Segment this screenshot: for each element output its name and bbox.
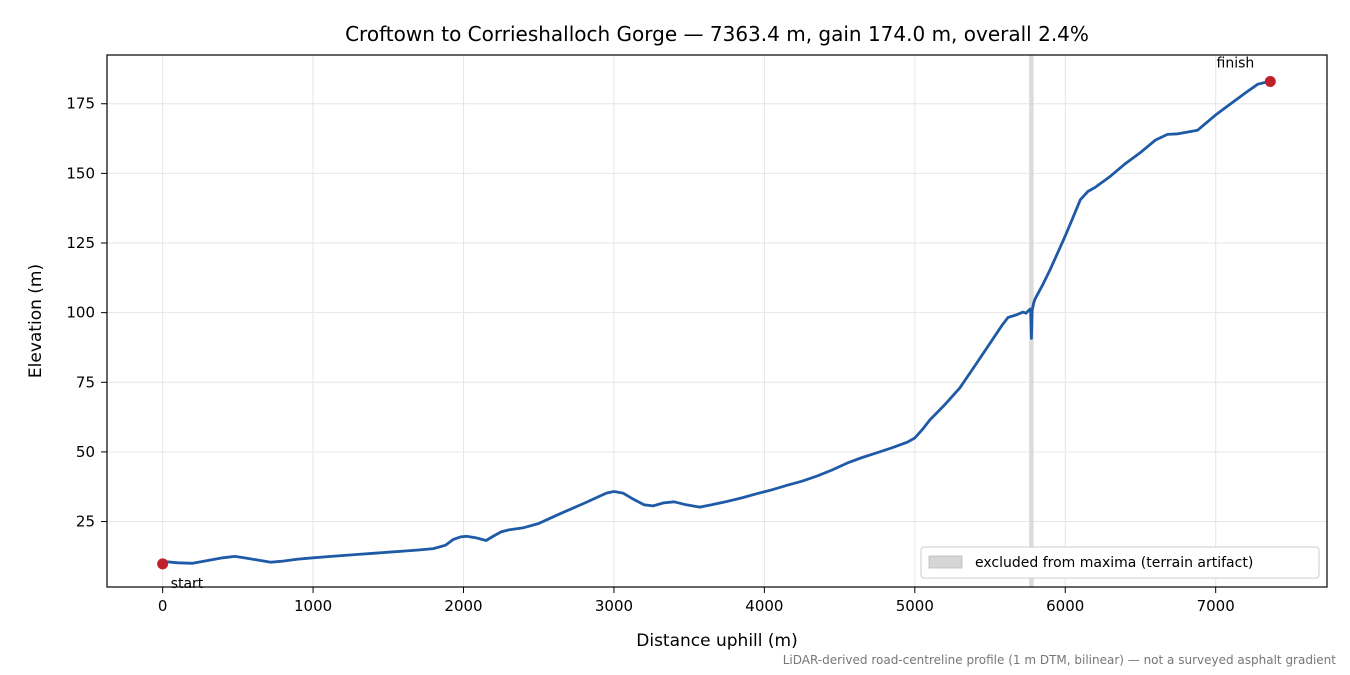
- y-tick-label: 75: [76, 373, 95, 391]
- series-layer: [162, 80, 1271, 565]
- plot-area: [107, 55, 1327, 587]
- x-tick-label: 2000: [444, 597, 482, 615]
- x-tick-label: 1000: [294, 597, 332, 615]
- plot-frame: [106, 54, 1328, 588]
- marker-layer: start finish: [157, 55, 1276, 592]
- plot-background: [107, 55, 1327, 587]
- x-tick-label: 5000: [896, 597, 934, 615]
- legend-entry-label: excluded from maxima (terrain artifact): [975, 555, 1253, 571]
- legend-swatch: [928, 555, 963, 569]
- axes: [106, 54, 1328, 588]
- grid-lines: [107, 55, 1327, 587]
- y-tick-label: 150: [66, 164, 95, 182]
- marker-label-start: start: [171, 576, 204, 592]
- marker-label-finish: finish: [1217, 55, 1255, 71]
- x-tick-label: 0: [158, 597, 168, 615]
- y-tick-label: 175: [66, 95, 95, 113]
- elevation-series-line: [162, 80, 1271, 565]
- x-tick-label: 6000: [1046, 597, 1084, 615]
- marker-start: [157, 558, 169, 570]
- y-axis-label: Elevation (m): [26, 264, 46, 378]
- legend: excluded from maxima (terrain artifact): [920, 546, 1320, 579]
- y-tick-label: 50: [76, 443, 95, 461]
- y-tick-label: 100: [66, 304, 95, 322]
- x-tick-label: 7000: [1197, 597, 1235, 615]
- chart-title: Croftown to Corrieshalloch Gorge — 7363.…: [345, 22, 1089, 46]
- footnote: LiDAR-derived road-centreline profile (1…: [783, 653, 1337, 667]
- y-tick-label: 125: [66, 234, 95, 252]
- legend-box: [920, 546, 1320, 579]
- x-axis-label: Distance uphill (m): [636, 631, 797, 651]
- x-tick-label: 4000: [745, 597, 783, 615]
- x-ticks: 0 1000 2000 3000 4000 5000 6000 7000: [158, 587, 1235, 615]
- y-ticks: 25 50 75 100 125 150 175: [66, 95, 107, 531]
- x-tick-label: 3000: [595, 597, 633, 615]
- marker-finish: [1264, 75, 1276, 87]
- y-tick-label: 25: [76, 513, 95, 531]
